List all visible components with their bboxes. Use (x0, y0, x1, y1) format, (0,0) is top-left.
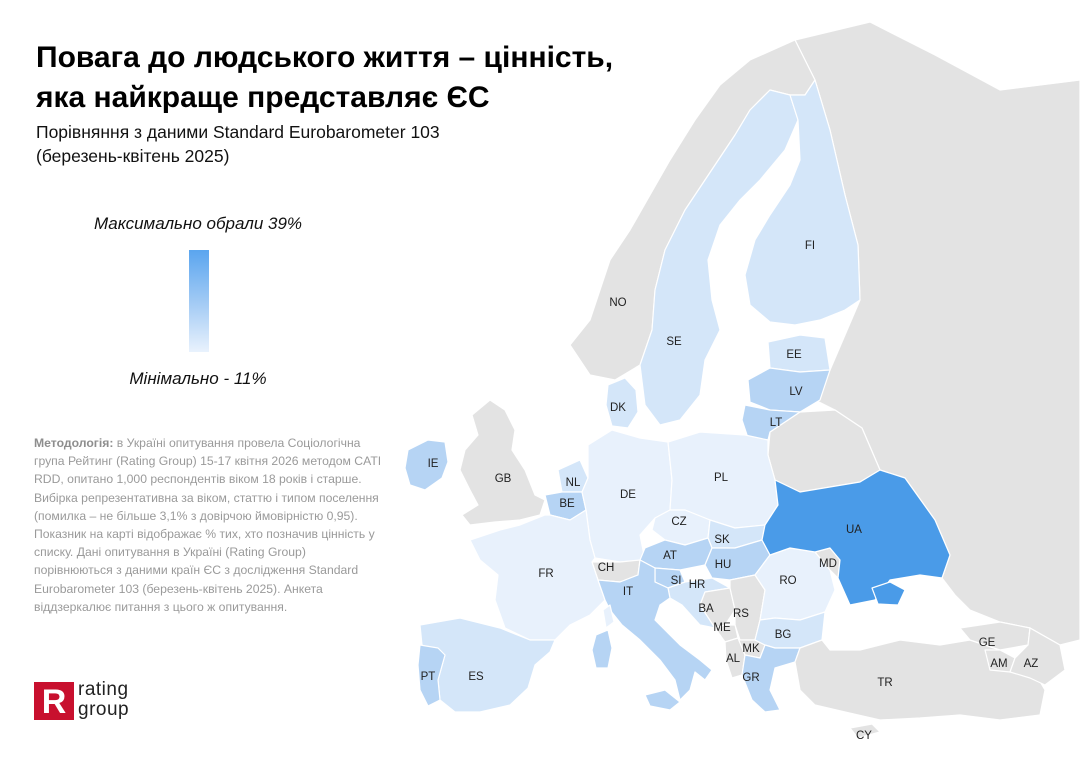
map-region-AZ (1009, 627, 1066, 686)
country-label-gb: GB (495, 473, 512, 485)
country-label-al: AL (726, 653, 741, 665)
country-label-be: BE (559, 498, 575, 510)
map-region-UA (761, 469, 951, 606)
country-label-no: NO (609, 297, 626, 309)
page-title: Повага до людського життя – цінність, як… (36, 38, 676, 118)
country-label-si: SI (671, 575, 682, 587)
country-label-se: SE (666, 336, 682, 348)
country-label-rs: RS (733, 608, 749, 620)
country-label-it: IT (623, 586, 633, 598)
country-label-ro: RO (779, 575, 796, 587)
legend-min-label: Мінімально - 11% (129, 369, 267, 388)
country-label-dk: DK (610, 402, 626, 414)
country-label-ee: EE (786, 349, 802, 361)
country-label-az: AZ (1024, 658, 1039, 670)
country-label-at: AT (663, 550, 677, 562)
map-region-SE (639, 89, 799, 426)
country-label-bg: BG (775, 629, 792, 641)
country-label-ba: BA (698, 603, 714, 615)
country-label-fi: FI (805, 240, 815, 252)
map-region-UA-crimea (871, 581, 906, 606)
country-label-cz: CZ (671, 516, 686, 528)
methodology-label: Методологія: (34, 436, 114, 450)
country-label-gr: GR (742, 672, 759, 684)
map-region-FI (744, 79, 861, 326)
country-label-es: ES (468, 671, 484, 683)
map-region-DK (605, 377, 639, 429)
country-label-lv: LV (789, 386, 803, 398)
country-label-lt: LT (770, 417, 783, 429)
map-region-GB (459, 399, 546, 526)
country-label-hu: HU (715, 559, 732, 571)
country-label-me: ME (713, 622, 731, 634)
methodology-text: Методологія: в Україні опитування провел… (34, 434, 384, 616)
map-region-IE (404, 439, 449, 491)
title-line-2: яка найкраще представляє ЄС (36, 81, 490, 114)
legend-color-scale (189, 250, 209, 352)
map-region-CY (849, 723, 881, 739)
map-region-IT-sardinia (591, 629, 613, 669)
country-label-ch: CH (598, 562, 615, 574)
map-region-FR-corsica (602, 604, 615, 629)
country-label-ua: UA (846, 524, 862, 536)
country-label-hr: HR (689, 579, 706, 591)
country-label-fr: FR (538, 568, 553, 580)
page-subtitle: Порівняння з даними Standard Eurobaromet… (36, 120, 556, 168)
country-label-cy: CY (856, 730, 872, 742)
methodology-body: в Україні опитування провела Соціологічн… (34, 436, 382, 614)
country-label-sk: SK (714, 534, 730, 546)
subtitle-line-1: Порівняння з даними Standard Eurobaromet… (36, 122, 440, 142)
svg-text:R: R (42, 683, 67, 720)
map-region-TR (794, 639, 1046, 721)
country-label-nl: NL (566, 477, 581, 489)
map-region-ME (714, 624, 739, 643)
country-label-am: AM (990, 658, 1007, 670)
logo-line-2: group (78, 699, 130, 720)
subtitle-line-2: (березень-квітень 2025) (36, 146, 230, 166)
map-region-LV (747, 367, 831, 413)
country-label-md: MD (819, 558, 837, 570)
country-label-mk: MK (742, 643, 760, 655)
rating-logo-mark-icon: R (34, 682, 74, 720)
country-label-ie: IE (428, 458, 439, 470)
logo-line-1: rating (78, 679, 129, 700)
country-label-tr: TR (877, 677, 892, 689)
country-label-de: DE (620, 489, 636, 501)
map-region-IT (597, 559, 713, 701)
map-region-PT (417, 644, 446, 707)
map-region-LT (741, 404, 801, 441)
country-label-pt: PT (421, 671, 436, 683)
logo-wordmark: rating group (78, 680, 129, 720)
map-region-DE (581, 429, 673, 563)
country-label-pl: PL (714, 472, 729, 484)
title-line-1: Повага до людського життя – цінність, (36, 41, 614, 74)
country-label-ge: GE (979, 637, 996, 649)
legend-max-label: Максимально обрали 39% (93, 214, 303, 233)
rating-group-logo: R rating group (34, 680, 154, 722)
map-region-IT-sicily (644, 689, 681, 711)
